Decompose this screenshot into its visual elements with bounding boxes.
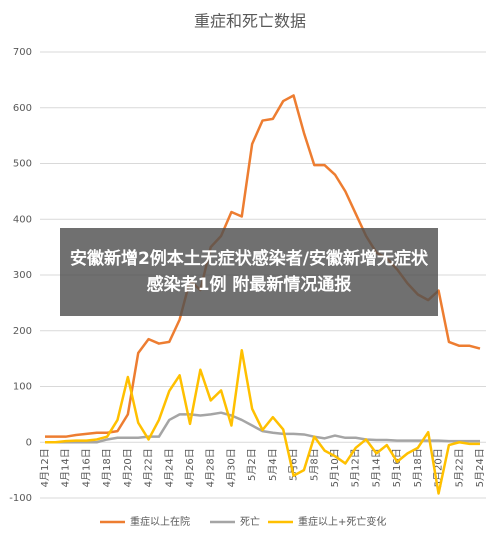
y-tick-label: 400: [13, 214, 32, 225]
y-tick-label: 0: [26, 437, 32, 448]
x-tick-label: 5月2日: [246, 448, 258, 481]
x-tick-label: 4月14日: [60, 448, 72, 487]
x-tick-label: 4月12日: [39, 448, 51, 487]
y-tick-label: 500: [13, 159, 32, 170]
x-tick-label: 5月22日: [453, 448, 465, 487]
y-tick-label: 700: [13, 47, 32, 58]
y-tick-label: 100: [13, 382, 32, 393]
x-tick-label: 4月28日: [205, 448, 217, 487]
x-tick-label: 4月26日: [184, 448, 196, 487]
x-tick-label: 5月24日: [474, 448, 486, 487]
y-tick-label: 200: [13, 326, 32, 337]
overlay-banner: 安徽新增2例本土无症状感染者/安徽新增无症状感染者1例 附最新情况通报: [60, 228, 438, 316]
x-tick-label: 5月4日: [267, 448, 279, 481]
legend-label: 死亡: [240, 515, 260, 528]
overlay-title: 安徽新增2例本土无症状感染者/安徽新增无症状感染者1例 附最新情况通报: [69, 249, 429, 295]
y-tick-label: -100: [9, 493, 32, 504]
y-tick-label: 300: [13, 270, 32, 281]
x-tick-label: 4月30日: [225, 448, 237, 487]
x-tick-label: 4月20日: [122, 448, 134, 487]
legend-label: 重症以上在院: [130, 515, 190, 528]
x-tick-label: 4月18日: [101, 448, 113, 487]
x-tick-label: 4月16日: [80, 448, 92, 487]
y-tick-label: 600: [13, 103, 32, 114]
x-tick-label: 4月22日: [143, 448, 155, 487]
x-tick-label: 5月8日: [308, 448, 320, 481]
x-tick-label: 5月12日: [350, 448, 362, 487]
series-line: [45, 349, 480, 495]
chart-title: 重症和死亡数据: [194, 12, 306, 31]
x-tick-label: 5月14日: [370, 448, 382, 487]
legend-label: 重症以上+死亡变化: [298, 515, 386, 528]
x-tick-label: 4月24日: [163, 448, 175, 487]
x-tick-label: 5月18日: [412, 448, 424, 487]
